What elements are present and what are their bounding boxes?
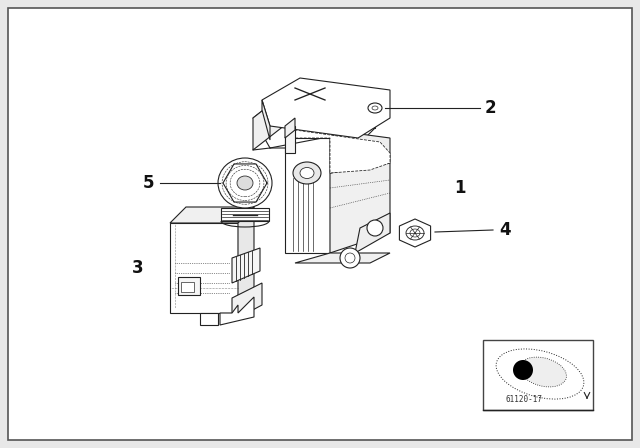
Ellipse shape [237,176,253,190]
Polygon shape [232,248,260,283]
Ellipse shape [496,349,584,399]
Polygon shape [170,223,238,313]
Text: 61120-17: 61120-17 [505,395,542,404]
Polygon shape [220,297,254,325]
Ellipse shape [520,357,566,387]
Polygon shape [262,78,390,138]
Circle shape [340,248,360,268]
Text: 5: 5 [142,174,154,192]
Polygon shape [200,313,218,325]
Polygon shape [285,138,330,253]
Polygon shape [253,93,375,148]
Polygon shape [399,219,431,247]
Ellipse shape [300,168,314,178]
Bar [178,277,200,295]
Ellipse shape [368,103,382,113]
Circle shape [367,220,383,236]
Polygon shape [285,118,295,138]
Ellipse shape [218,158,272,208]
Polygon shape [221,208,269,221]
Text: 4: 4 [499,221,511,239]
Circle shape [513,360,533,380]
Text: 3: 3 [132,259,144,277]
Bar [181,282,194,292]
Polygon shape [285,126,295,153]
Polygon shape [253,93,285,150]
Polygon shape [238,207,254,313]
Polygon shape [232,283,262,321]
Text: 1: 1 [454,179,466,197]
Polygon shape [285,130,390,173]
Ellipse shape [293,162,321,184]
Text: 2: 2 [484,99,496,117]
Polygon shape [285,126,390,173]
Polygon shape [170,207,254,223]
Polygon shape [295,253,390,263]
Bar [483,340,593,410]
Polygon shape [355,213,390,253]
Polygon shape [262,100,270,140]
Polygon shape [285,93,375,128]
Polygon shape [330,163,390,253]
